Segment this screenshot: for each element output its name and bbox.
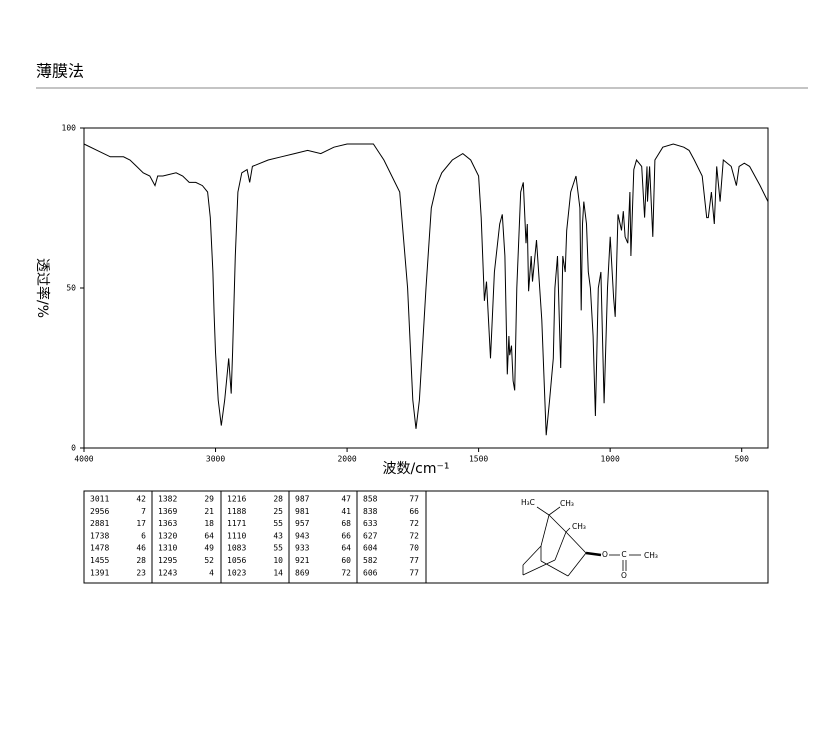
peak-transmittance: 43: [273, 531, 283, 540]
x-tick-label: 1000: [601, 455, 620, 464]
structure-label: CH₃: [572, 522, 586, 531]
peak-wavenumber: 1188: [227, 507, 246, 516]
structure-label: H₃C: [521, 498, 535, 507]
peak-wavenumber: 604: [363, 544, 378, 553]
structure-label: O: [602, 550, 608, 559]
spectrum-line: [83, 143, 769, 436]
peak-wavenumber: 981: [295, 507, 310, 516]
x-tick-label: 1500: [469, 455, 488, 464]
peak-transmittance: 23: [136, 568, 146, 577]
x-tick-label: 2000: [337, 455, 356, 464]
peak-wavenumber: 921: [295, 556, 310, 565]
page-title: 薄膜法: [36, 62, 84, 81]
peak-wavenumber: 3011: [90, 495, 109, 504]
y-axis-label: 透过率/%: [34, 258, 51, 318]
peak-transmittance: 77: [409, 495, 419, 504]
peak-transmittance: 70: [409, 544, 419, 553]
structure-label: O: [621, 571, 627, 580]
peak-wavenumber: 606: [363, 568, 378, 577]
peak-wavenumber: 2956: [90, 507, 109, 516]
peak-wavenumber: 1310: [158, 544, 177, 553]
x-tick-label: 3000: [206, 455, 225, 464]
x-tick-label: 4000: [74, 455, 93, 464]
peak-wavenumber: 1478: [90, 544, 109, 553]
peak-transmittance: 55: [273, 519, 283, 528]
peak-wavenumber: 1083: [227, 544, 246, 553]
peak-transmittance: 10: [273, 556, 283, 565]
peak-transmittance: 18: [204, 519, 214, 528]
peak-transmittance: 68: [341, 519, 351, 528]
peak-wavenumber: 1382: [158, 495, 177, 504]
peak-transmittance: 14: [273, 568, 283, 577]
peak-transmittance: 72: [409, 519, 419, 528]
peak-wavenumber: 869: [295, 568, 310, 577]
peak-transmittance: 66: [341, 531, 351, 540]
peak-transmittance: 52: [204, 556, 214, 565]
peak-transmittance: 17: [136, 519, 146, 528]
peak-transmittance: 25: [273, 507, 283, 516]
peak-wavenumber: 2881: [90, 519, 109, 528]
x-axis-label: 波数/cm⁻¹: [382, 461, 449, 477]
peak-wavenumber: 1391: [90, 568, 109, 577]
peak-wavenumber: 1216: [227, 495, 246, 504]
peak-transmittance: 4: [209, 568, 214, 577]
peak-transmittance: 21: [204, 507, 214, 516]
peak-transmittance: 29: [204, 495, 214, 504]
peak-wavenumber: 957: [295, 519, 310, 528]
peak-wavenumber: 838: [363, 507, 378, 516]
peak-transmittance: 42: [136, 495, 146, 504]
peak-transmittance: 77: [409, 568, 419, 577]
peak-transmittance: 6: [141, 531, 146, 540]
peak-wavenumber: 1295: [158, 556, 177, 565]
peak-wavenumber: 1110: [227, 531, 246, 540]
peak-wavenumber: 933: [295, 544, 310, 553]
peak-transmittance: 49: [204, 544, 214, 553]
peak-transmittance: 41: [341, 507, 351, 516]
peak-transmittance: 77: [409, 556, 419, 565]
structure-label: CH₃: [560, 499, 574, 508]
peak-wavenumber: 987: [295, 495, 310, 504]
peak-transmittance: 46: [136, 544, 146, 553]
peak-transmittance: 28: [136, 556, 146, 565]
peak-wavenumber: 1243: [158, 568, 177, 577]
peak-transmittance: 28: [273, 495, 283, 504]
peak-wavenumber: 1320: [158, 531, 177, 540]
x-tick-label: 500: [734, 455, 749, 464]
peak-transmittance: 72: [341, 568, 351, 577]
table-dividers: [151, 491, 427, 583]
peak-wavenumber: 1023: [227, 568, 246, 577]
peak-transmittance: 47: [341, 495, 351, 504]
peak-wavenumber: 633: [363, 519, 378, 528]
peak-wavenumber: 858: [363, 495, 378, 504]
structure-label: C: [621, 550, 626, 559]
peak-wavenumber: 1363: [158, 519, 177, 528]
structure-bonds: [522, 506, 641, 577]
peak-transmittance: 55: [273, 544, 283, 553]
peak-transmittance: 64: [341, 544, 351, 553]
peak-wavenumber: 943: [295, 531, 310, 540]
y-tick-label: 0: [71, 444, 76, 453]
peak-wavenumber: 1738: [90, 531, 109, 540]
peak-transmittance: 64: [204, 531, 214, 540]
peak-wavenumber: 1455: [90, 556, 109, 565]
peak-transmittance: 7: [141, 507, 146, 516]
y-tick-label: 50: [66, 284, 76, 293]
y-tick-label: 100: [62, 124, 77, 133]
peak-transmittance: 72: [409, 531, 419, 540]
structure-label: CH₃: [644, 551, 658, 560]
peak-wavenumber: 1171: [227, 519, 246, 528]
peak-wavenumber: 1056: [227, 556, 246, 565]
peak-transmittance: 60: [341, 556, 351, 565]
peak-wavenumber: 582: [363, 556, 378, 565]
peak-wavenumber: 1369: [158, 507, 177, 516]
peak-transmittance: 66: [409, 507, 419, 516]
peak-wavenumber: 627: [363, 531, 378, 540]
